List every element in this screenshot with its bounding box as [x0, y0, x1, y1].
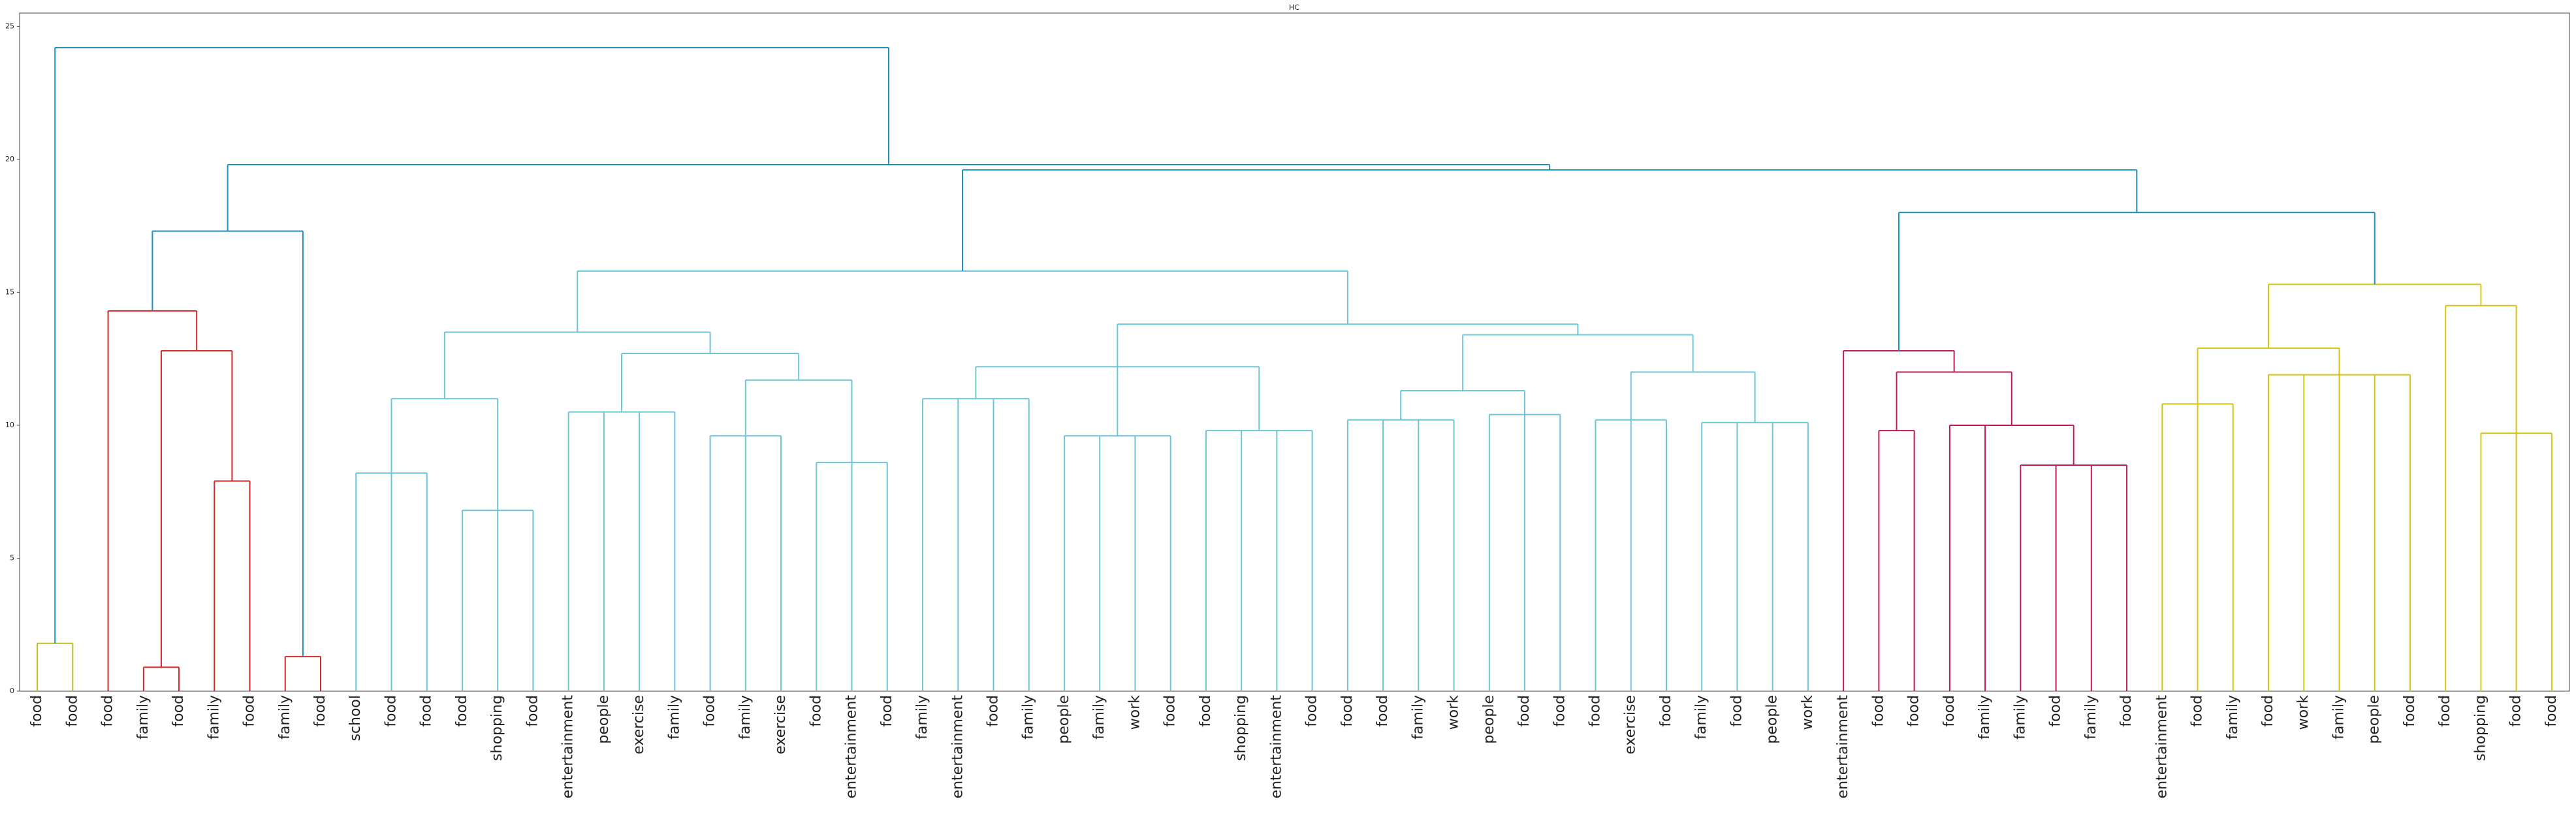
leaf-label: food	[1162, 695, 1179, 727]
leaf-label: family	[2330, 695, 2347, 740]
leaf-label: work	[1800, 695, 1816, 730]
leaf-label: work	[1126, 695, 1143, 730]
leaf-label: entertainment	[2154, 695, 2170, 799]
leaf-label: food	[1728, 695, 1745, 727]
leaf-label: food	[29, 695, 45, 727]
leaf-label: exercise	[772, 695, 789, 755]
leaf-label: food	[2508, 695, 2524, 727]
leaf-label: people	[1056, 695, 1072, 744]
plot-frame	[19, 12, 2570, 692]
leaf-label: food	[879, 695, 895, 727]
leaf-label: food	[985, 695, 1001, 727]
leaf-label: food	[242, 695, 258, 727]
leaf-label: food	[100, 695, 116, 727]
leaf-label: food	[524, 695, 541, 727]
y-tick-label: 25	[5, 22, 14, 30]
leaf-label: family	[1091, 695, 1107, 740]
leaf-label: people	[1764, 695, 1781, 744]
leaf-label: food	[2402, 695, 2418, 727]
leaf-label: entertainment	[1835, 695, 1851, 799]
leaf-label: exercise	[1623, 695, 1639, 755]
y-tick-label: 10	[5, 421, 14, 429]
leaf-label: family	[135, 695, 151, 740]
leaf-label: food	[312, 695, 328, 727]
leaf-label: people	[596, 695, 612, 744]
leaf-label: entertainment	[560, 695, 577, 799]
leaf-label: family	[666, 695, 682, 740]
leaf-label: family	[737, 695, 754, 740]
leaf-label: food	[1658, 695, 1674, 727]
leaf-label: family	[277, 695, 293, 740]
leaf-label: family	[2012, 695, 2028, 740]
leaf-label: food	[383, 695, 399, 727]
leaf-label: shopping	[489, 695, 505, 761]
leaf-label: food	[1906, 695, 1922, 727]
leaf-label: family	[1021, 695, 1037, 740]
leaf-label: food	[1870, 695, 1886, 727]
leaf-label: family	[1410, 695, 1426, 740]
leaf-label: food	[2189, 695, 2206, 727]
leaf-label: food	[64, 695, 80, 727]
leaf-label: food	[1304, 695, 1320, 727]
leaf-label: food	[1516, 695, 1533, 727]
leaf-label: people	[2366, 695, 2383, 744]
leaf-label: family	[1693, 695, 1709, 740]
leaf-label: food	[2543, 695, 2560, 727]
leaf-label: food	[1375, 695, 1391, 727]
leaf-label: food	[1587, 695, 1604, 727]
y-tick-label: 5	[10, 553, 14, 562]
leaf-label: food	[1198, 695, 1214, 727]
leaf-label: shopping	[2472, 695, 2489, 761]
leaf-label: entertainment	[949, 695, 966, 799]
leaf-label: family	[914, 695, 930, 740]
leaf-label: school	[347, 695, 364, 741]
leaf-label: family	[206, 695, 222, 740]
leaf-label: food	[702, 695, 718, 727]
leaf-label: entertainment	[844, 695, 860, 799]
leaf-label: entertainment	[1268, 695, 1284, 799]
chart-title: HC	[1289, 3, 1299, 12]
leaf-label: food	[1339, 695, 1356, 727]
leaf-label: food	[419, 695, 435, 727]
leaf-label: people	[1481, 695, 1497, 744]
y-tick-label: 15	[5, 287, 14, 296]
leaf-label: exercise	[631, 695, 647, 755]
leaf-label: work	[1446, 695, 1462, 730]
leaf-label: family	[2083, 695, 2099, 740]
leaf-label: family	[1977, 695, 1993, 740]
leaf-label: food	[808, 695, 824, 727]
leaf-label: family	[2225, 695, 2241, 740]
leaf-label: food	[1941, 695, 1958, 727]
y-tick-label: 0	[10, 687, 14, 695]
leaf-label: food	[170, 695, 187, 727]
leaf-label: food	[454, 695, 470, 727]
leaf-label: work	[2295, 695, 2312, 730]
leaf-label: food	[2260, 695, 2276, 727]
leaf-label: shopping	[1233, 695, 1249, 761]
y-tick-label: 20	[5, 155, 14, 163]
leaf-label: food	[2437, 695, 2453, 727]
leaf-label: food	[1551, 695, 1568, 727]
leaf-label: food	[2118, 695, 2135, 727]
leaf-label: food	[2048, 695, 2064, 727]
